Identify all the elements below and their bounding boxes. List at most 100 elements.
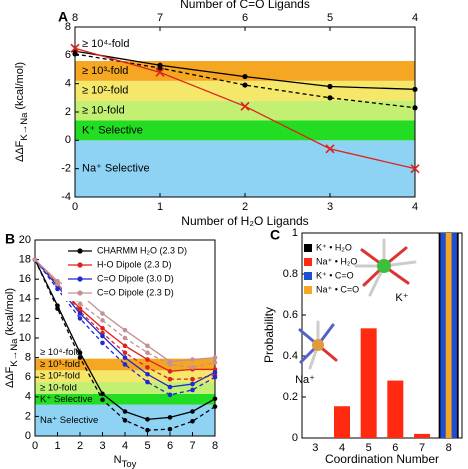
selectivity-band — [75, 120, 415, 141]
band-label: ≥ 10²-fold — [40, 371, 80, 382]
x-tick-label: 4 — [339, 442, 345, 454]
data-point — [145, 357, 150, 362]
data-point — [122, 355, 128, 360]
y-label-sub: K→Na — [19, 112, 30, 141]
x-tick-label: 8 — [446, 442, 452, 454]
data-point — [145, 365, 150, 370]
data-point — [122, 409, 128, 414]
data-point — [212, 374, 218, 380]
data-point — [55, 306, 60, 311]
x2-axis-label: Number of C=O Ligands — [180, 0, 310, 11]
data-point — [167, 376, 173, 382]
x-tick-label: 4 — [412, 201, 418, 213]
data-line — [74, 53, 416, 109]
panel-label: B — [5, 231, 15, 247]
data-point — [100, 397, 105, 403]
y-tick-label: 6 — [25, 371, 31, 383]
data-point — [240, 101, 250, 111]
band-label: ≥ 10⁴-fold — [40, 347, 81, 358]
y-tick-label: 14 — [19, 293, 31, 305]
legend-label: Na⁺ • C=O — [316, 284, 359, 294]
selectivity-band — [35, 393, 215, 405]
data-point — [77, 355, 83, 360]
data-point — [122, 418, 128, 423]
legend-marker — [77, 248, 83, 254]
data-point — [190, 376, 195, 382]
data-point — [32, 257, 38, 262]
data-point — [55, 286, 60, 292]
data-point — [122, 362, 128, 367]
x-tick-label: 2 — [77, 440, 83, 452]
x-tick-label: 8 — [212, 440, 218, 452]
k-complex-sketch — [354, 238, 417, 297]
data-point — [145, 417, 150, 422]
legend-box — [62, 243, 212, 301]
y-tick-label: 8 — [25, 352, 31, 364]
band-label: ≥ 10³-fold — [82, 65, 128, 77]
annotation: K⁺ — [395, 292, 408, 304]
data-point — [100, 318, 105, 323]
data-point — [190, 357, 195, 362]
x-tick-label: 4 — [122, 440, 128, 452]
x-tick-label: 3 — [99, 440, 105, 452]
x-label-main: N — [114, 454, 122, 466]
selectivity-band — [35, 382, 215, 394]
data-line — [34, 259, 216, 431]
data-point — [157, 65, 163, 71]
data-point — [242, 73, 248, 80]
band-label: K⁺ Selective — [82, 124, 143, 136]
data-point — [410, 164, 420, 174]
data-point — [155, 67, 165, 77]
band-label: Na⁺ Selective — [40, 415, 98, 426]
y-tick-label: 0.4 — [283, 350, 298, 362]
data-point — [190, 387, 195, 393]
data-point — [145, 427, 150, 433]
data-point — [100, 333, 105, 339]
band-label: ≥ 10⁴-fold — [82, 38, 129, 50]
x-tick-label: 2 — [242, 201, 248, 213]
data-point — [327, 95, 333, 101]
x2-tick-label: 5 — [327, 12, 333, 24]
y-tick-label: 2 — [65, 106, 71, 118]
data-point — [412, 105, 418, 111]
plot-frame — [301, 232, 463, 439]
data-point — [242, 82, 248, 88]
y-tick-label: 12 — [19, 312, 31, 324]
band-label: ≥ 10³-fold — [40, 359, 80, 370]
data-point — [212, 404, 218, 409]
legend-marker — [77, 290, 83, 296]
data-point — [190, 409, 195, 414]
data-point — [212, 360, 218, 365]
legend-label: H-O Dipole (2.3 D) — [97, 259, 172, 269]
x-tick-label: 1 — [54, 440, 60, 452]
na-complex-sketch — [298, 320, 338, 370]
band-label: ≥ 10²-fold — [82, 85, 128, 97]
data-point — [327, 83, 333, 90]
legend-marker — [77, 262, 83, 268]
y-axis-label: Probability — [262, 307, 276, 363]
y-tick-label: 6 — [65, 49, 71, 61]
y-tick-label: -4 — [61, 191, 71, 203]
selectivity-band — [75, 140, 415, 197]
x-tick-label: 7 — [189, 440, 195, 452]
x2-tick-label: 8 — [72, 12, 78, 24]
data-point — [167, 369, 173, 374]
legend-label: K⁺ • C=O — [316, 270, 354, 280]
data-point — [167, 384, 173, 390]
y-axis-label: ΔΔFK→Na (kcal/mol) — [14, 62, 30, 162]
legend-swatch — [304, 258, 312, 266]
data-point — [145, 371, 150, 377]
data-point — [212, 370, 218, 375]
data-point — [77, 311, 83, 316]
band-label: ≥ 10-fold — [82, 104, 125, 116]
bar — [445, 233, 452, 438]
data-point — [100, 391, 105, 397]
x2-tick-label: 7 — [157, 12, 163, 24]
y-tick-label: 8 — [65, 21, 71, 33]
data-point — [325, 144, 335, 154]
data-point — [190, 419, 195, 424]
data-point — [167, 426, 173, 432]
data-point — [167, 392, 173, 398]
x2-tick-label: 4 — [412, 12, 418, 24]
